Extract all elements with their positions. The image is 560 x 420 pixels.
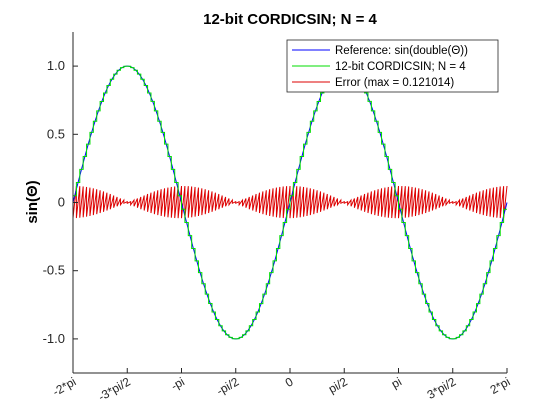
y-tick-label: 0.5 (47, 126, 65, 141)
y-tick-label: -0.5 (43, 263, 65, 278)
legend-entry-error: Error (max = 0.121014) (335, 77, 454, 89)
series-line-1 (73, 65, 507, 340)
x-tick-label: pi (389, 374, 404, 391)
legend: Reference: sin(double(Θ)) 12-bit CORDICS… (286, 39, 499, 93)
chart-title: 12-bit CORDICSIN; N = 4 (203, 11, 377, 28)
x-tick-label: -3*pi/2 (96, 374, 133, 404)
legend-entry-cordicsin: 12-bit CORDICSIN; N = 4 (335, 61, 466, 73)
x-tick-label: 3*pi/2 (425, 374, 459, 402)
x-tick-label: -2*pi (50, 374, 78, 398)
x-tick-label: pi/2 (326, 374, 350, 396)
y-tick-label: 0 (58, 195, 65, 210)
x-tick-label: 2*pi (488, 374, 513, 396)
x-tick-label: 0 (283, 374, 296, 390)
y-tick-label: 1.0 (47, 58, 65, 73)
y-tick-label: -1.0 (43, 331, 65, 346)
y-axis-label: sin(Θ) (24, 180, 41, 223)
legend-entry-reference: Reference: sin(double(Θ)) (335, 45, 468, 57)
series-layer (72, 65, 508, 340)
x-tick-label: -pi/2 (214, 374, 241, 398)
x-tick-label: -pi (168, 374, 187, 393)
